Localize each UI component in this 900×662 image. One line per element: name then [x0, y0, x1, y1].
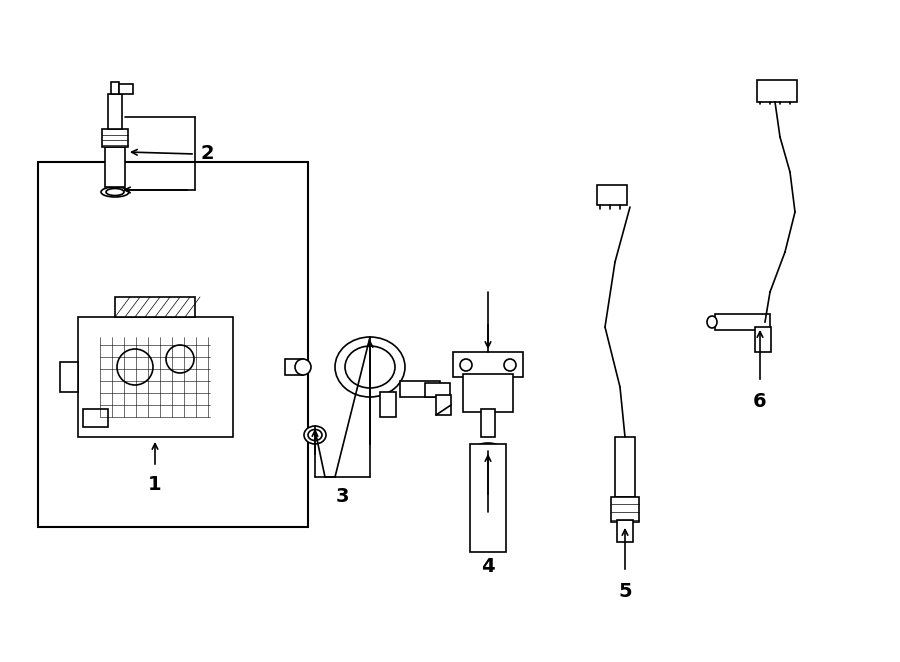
- Ellipse shape: [481, 444, 495, 449]
- Ellipse shape: [308, 430, 322, 440]
- Bar: [597, 185, 627, 205]
- Text: 6: 6: [753, 392, 767, 411]
- Ellipse shape: [345, 346, 395, 388]
- Text: 5: 5: [618, 582, 632, 601]
- Bar: [119, 84, 133, 94]
- Ellipse shape: [335, 337, 405, 397]
- Text: 2: 2: [200, 144, 213, 163]
- Ellipse shape: [304, 426, 326, 444]
- Bar: [400, 381, 440, 397]
- Ellipse shape: [707, 316, 717, 328]
- Bar: [285, 359, 303, 375]
- Text: 3: 3: [336, 487, 349, 506]
- Bar: [105, 147, 125, 187]
- Text: 4: 4: [482, 557, 495, 576]
- Bar: [757, 80, 797, 102]
- Bar: [463, 374, 513, 412]
- Bar: [470, 444, 506, 552]
- Bar: [425, 383, 450, 397]
- Bar: [380, 392, 396, 417]
- Bar: [83, 409, 108, 427]
- Bar: [611, 497, 639, 522]
- Bar: [102, 129, 128, 147]
- Bar: [111, 82, 119, 94]
- Bar: [115, 297, 195, 317]
- Bar: [108, 94, 122, 129]
- Bar: [436, 395, 451, 415]
- Circle shape: [117, 349, 153, 385]
- Ellipse shape: [101, 187, 129, 197]
- Bar: [615, 437, 635, 497]
- Bar: [453, 352, 523, 377]
- Bar: [78, 317, 233, 437]
- Circle shape: [460, 359, 472, 371]
- Bar: [715, 314, 770, 330]
- Bar: [617, 520, 633, 542]
- Ellipse shape: [106, 189, 124, 195]
- Bar: [38, 162, 308, 527]
- Circle shape: [295, 359, 311, 375]
- Circle shape: [504, 359, 516, 371]
- Ellipse shape: [477, 443, 499, 451]
- Bar: [60, 362, 78, 392]
- Bar: [755, 327, 771, 352]
- Circle shape: [166, 345, 194, 373]
- Bar: [481, 409, 495, 437]
- Text: 1: 1: [148, 475, 162, 494]
